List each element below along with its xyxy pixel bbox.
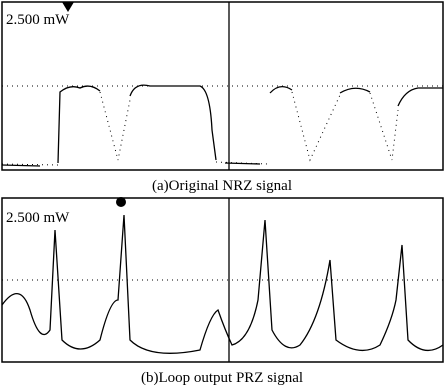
scale-label: 2.500 mW — [6, 12, 70, 28]
caption: (b)Loop output PRZ signal — [141, 370, 303, 386]
caption: (a)Original NRZ signal — [152, 178, 292, 194]
trigger-marker — [116, 197, 126, 207]
scale-label: 2.500 mW — [6, 210, 70, 226]
figure: 2.500 mW (a)Original NRZ signal 2.500 mW… — [0, 0, 444, 388]
